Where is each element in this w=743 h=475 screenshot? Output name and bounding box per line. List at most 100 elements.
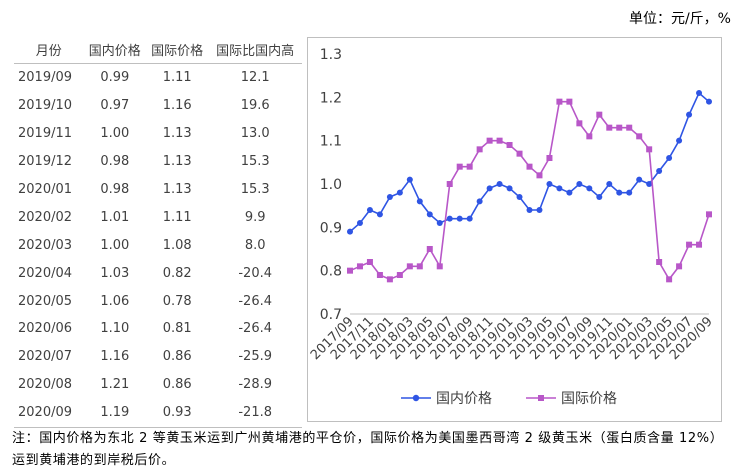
domestic-price-point	[426, 211, 433, 218]
domestic-price-point	[576, 181, 583, 187]
cell-domestic: 1.01	[100, 209, 130, 225]
international-price-point	[416, 263, 423, 270]
table-row: 2020/01 0.98 1.13 15.3	[14, 176, 302, 204]
cell-difference: 9.9	[244, 209, 266, 225]
cell-domestic: 1.10	[100, 321, 130, 337]
international-price-point	[636, 133, 643, 140]
domestic-price-point	[446, 215, 453, 222]
international-price-point	[347, 267, 353, 274]
cell-international: 1.13	[162, 182, 192, 197]
table-header-month: 月份	[35, 44, 62, 59]
domestic-price-point	[616, 189, 623, 196]
domestic-price-point	[347, 228, 353, 235]
domestic-price-point	[366, 207, 373, 213]
y-tick-label: 0.9	[320, 220, 342, 236]
international-price-point	[576, 120, 583, 127]
cell-difference: -26.4	[238, 293, 272, 309]
cell-domestic: 1.19	[83, 398, 146, 428]
domestic-price-point	[636, 176, 643, 183]
international-price-point	[526, 163, 533, 170]
domestic-price-point	[516, 194, 523, 200]
cell-month: 2019/09	[14, 62, 84, 92]
y-tick-label: 1.2	[320, 90, 342, 106]
international-price-point	[706, 211, 712, 218]
cell-difference: 13.0	[240, 126, 270, 142]
cell-month: 2020/01	[18, 182, 73, 197]
international-price-point	[566, 98, 573, 105]
domestic-price-point	[386, 194, 393, 200]
cell-difference: -20.4	[238, 265, 272, 281]
international-price-point	[546, 155, 553, 161]
domestic-price-point	[476, 198, 483, 205]
domestic-price-point	[436, 220, 443, 226]
cell-international: 1.08	[162, 237, 192, 253]
international-price-point	[626, 124, 633, 131]
legend-international-price-label: 国际价格	[561, 391, 617, 407]
international-price-point	[686, 241, 693, 248]
cell-month: 2020/06	[18, 321, 73, 337]
cell-international: 0.86	[162, 349, 192, 365]
legend-international-price-marker	[538, 395, 544, 401]
cell-domestic: 0.98	[100, 154, 130, 170]
y-tick-label: 1.1	[320, 134, 342, 150]
table-row: 2020/03 1.00 1.08 8.0	[14, 231, 302, 259]
domestic-price-point	[416, 198, 423, 205]
cell-domestic: 1.03	[100, 265, 130, 281]
international-price-point	[396, 272, 403, 278]
cell-international: 1.11	[145, 62, 209, 92]
cell-domestic: 0.97	[100, 98, 130, 114]
cell-domestic: 0.99	[83, 62, 146, 92]
cell-month: 2020/07	[18, 349, 73, 365]
cell-international: 0.82	[162, 265, 192, 281]
price-table: 月份 国内价格 国际价格 国际比国内高 2019/09 0.99 1.11 12.1 2…	[14, 36, 302, 428]
cell-month: 2020/09	[14, 398, 84, 428]
table-row: 2020/05 1.06 0.78 -26.4	[14, 287, 302, 315]
table-row: 2019/11 1.00 1.13 13.0	[14, 120, 302, 148]
international-price-point	[596, 111, 603, 118]
domestic-price-point	[456, 215, 463, 222]
domestic-price-point	[536, 207, 543, 213]
international-price-point	[606, 124, 613, 131]
cell-difference: -28.9	[238, 377, 272, 393]
table-row: 2020/02 1.01 1.11 9.9	[14, 203, 302, 231]
domestic-price-point	[626, 189, 633, 196]
domestic-price-point	[666, 155, 673, 161]
price-chart-svg: 0.70.80.91.01.11.21.32017/092017/112018/…	[308, 47, 716, 407]
legend-domestic-price-label: 国内价格	[436, 391, 492, 407]
international-price-point	[406, 263, 413, 270]
international-price-point	[366, 259, 373, 265]
domestic-price-point	[406, 176, 413, 183]
y-tick-label: 1.3	[320, 47, 342, 63]
domestic-price-point	[506, 185, 513, 192]
table-body: 2019/09 0.99 1.11 12.1 2019/10 0.97 1.16 19.6 20…	[14, 62, 302, 428]
table-row: 2020/08 1.21 0.86 -28.9	[14, 371, 302, 399]
cell-month: 2020/05	[18, 293, 73, 309]
international-price-point	[446, 181, 453, 187]
y-tick-label: 0.8	[320, 264, 342, 280]
international-price-point	[466, 163, 473, 170]
cell-international: 1.11	[162, 209, 192, 225]
cell-difference: -26.4	[238, 321, 272, 337]
cell-international: 0.93	[145, 398, 209, 428]
domestic-price-point	[396, 189, 403, 196]
domestic-price-point	[526, 207, 533, 213]
international-price-point	[676, 263, 683, 270]
table-row: 2019/09 0.99 1.11 12.1	[14, 62, 302, 92]
domestic-price-point	[586, 185, 593, 192]
cell-month: 2019/12	[18, 154, 73, 170]
table-row: 2019/12 0.98 1.13 15.3	[14, 148, 302, 176]
table-row: 2020/04 1.03 0.82 -20.4	[14, 259, 302, 287]
cell-domestic: 1.16	[100, 349, 130, 365]
domestic-price-point	[706, 98, 712, 105]
international-price-point	[456, 163, 463, 170]
table-row: 2019/10 0.97 1.16 19.6	[14, 92, 302, 120]
cell-difference: 12.1	[208, 62, 302, 92]
cell-difference: 15.3	[240, 182, 270, 197]
y-tick-label: 1.0	[320, 177, 342, 193]
table-row: 2020/06 1.10 0.81 -26.4	[14, 315, 302, 343]
international-price-point	[666, 276, 673, 283]
cell-month: 2019/10	[18, 98, 73, 114]
international-price-point	[656, 259, 663, 265]
cell-domestic: 1.00	[100, 237, 130, 253]
international-price-point	[586, 133, 593, 140]
